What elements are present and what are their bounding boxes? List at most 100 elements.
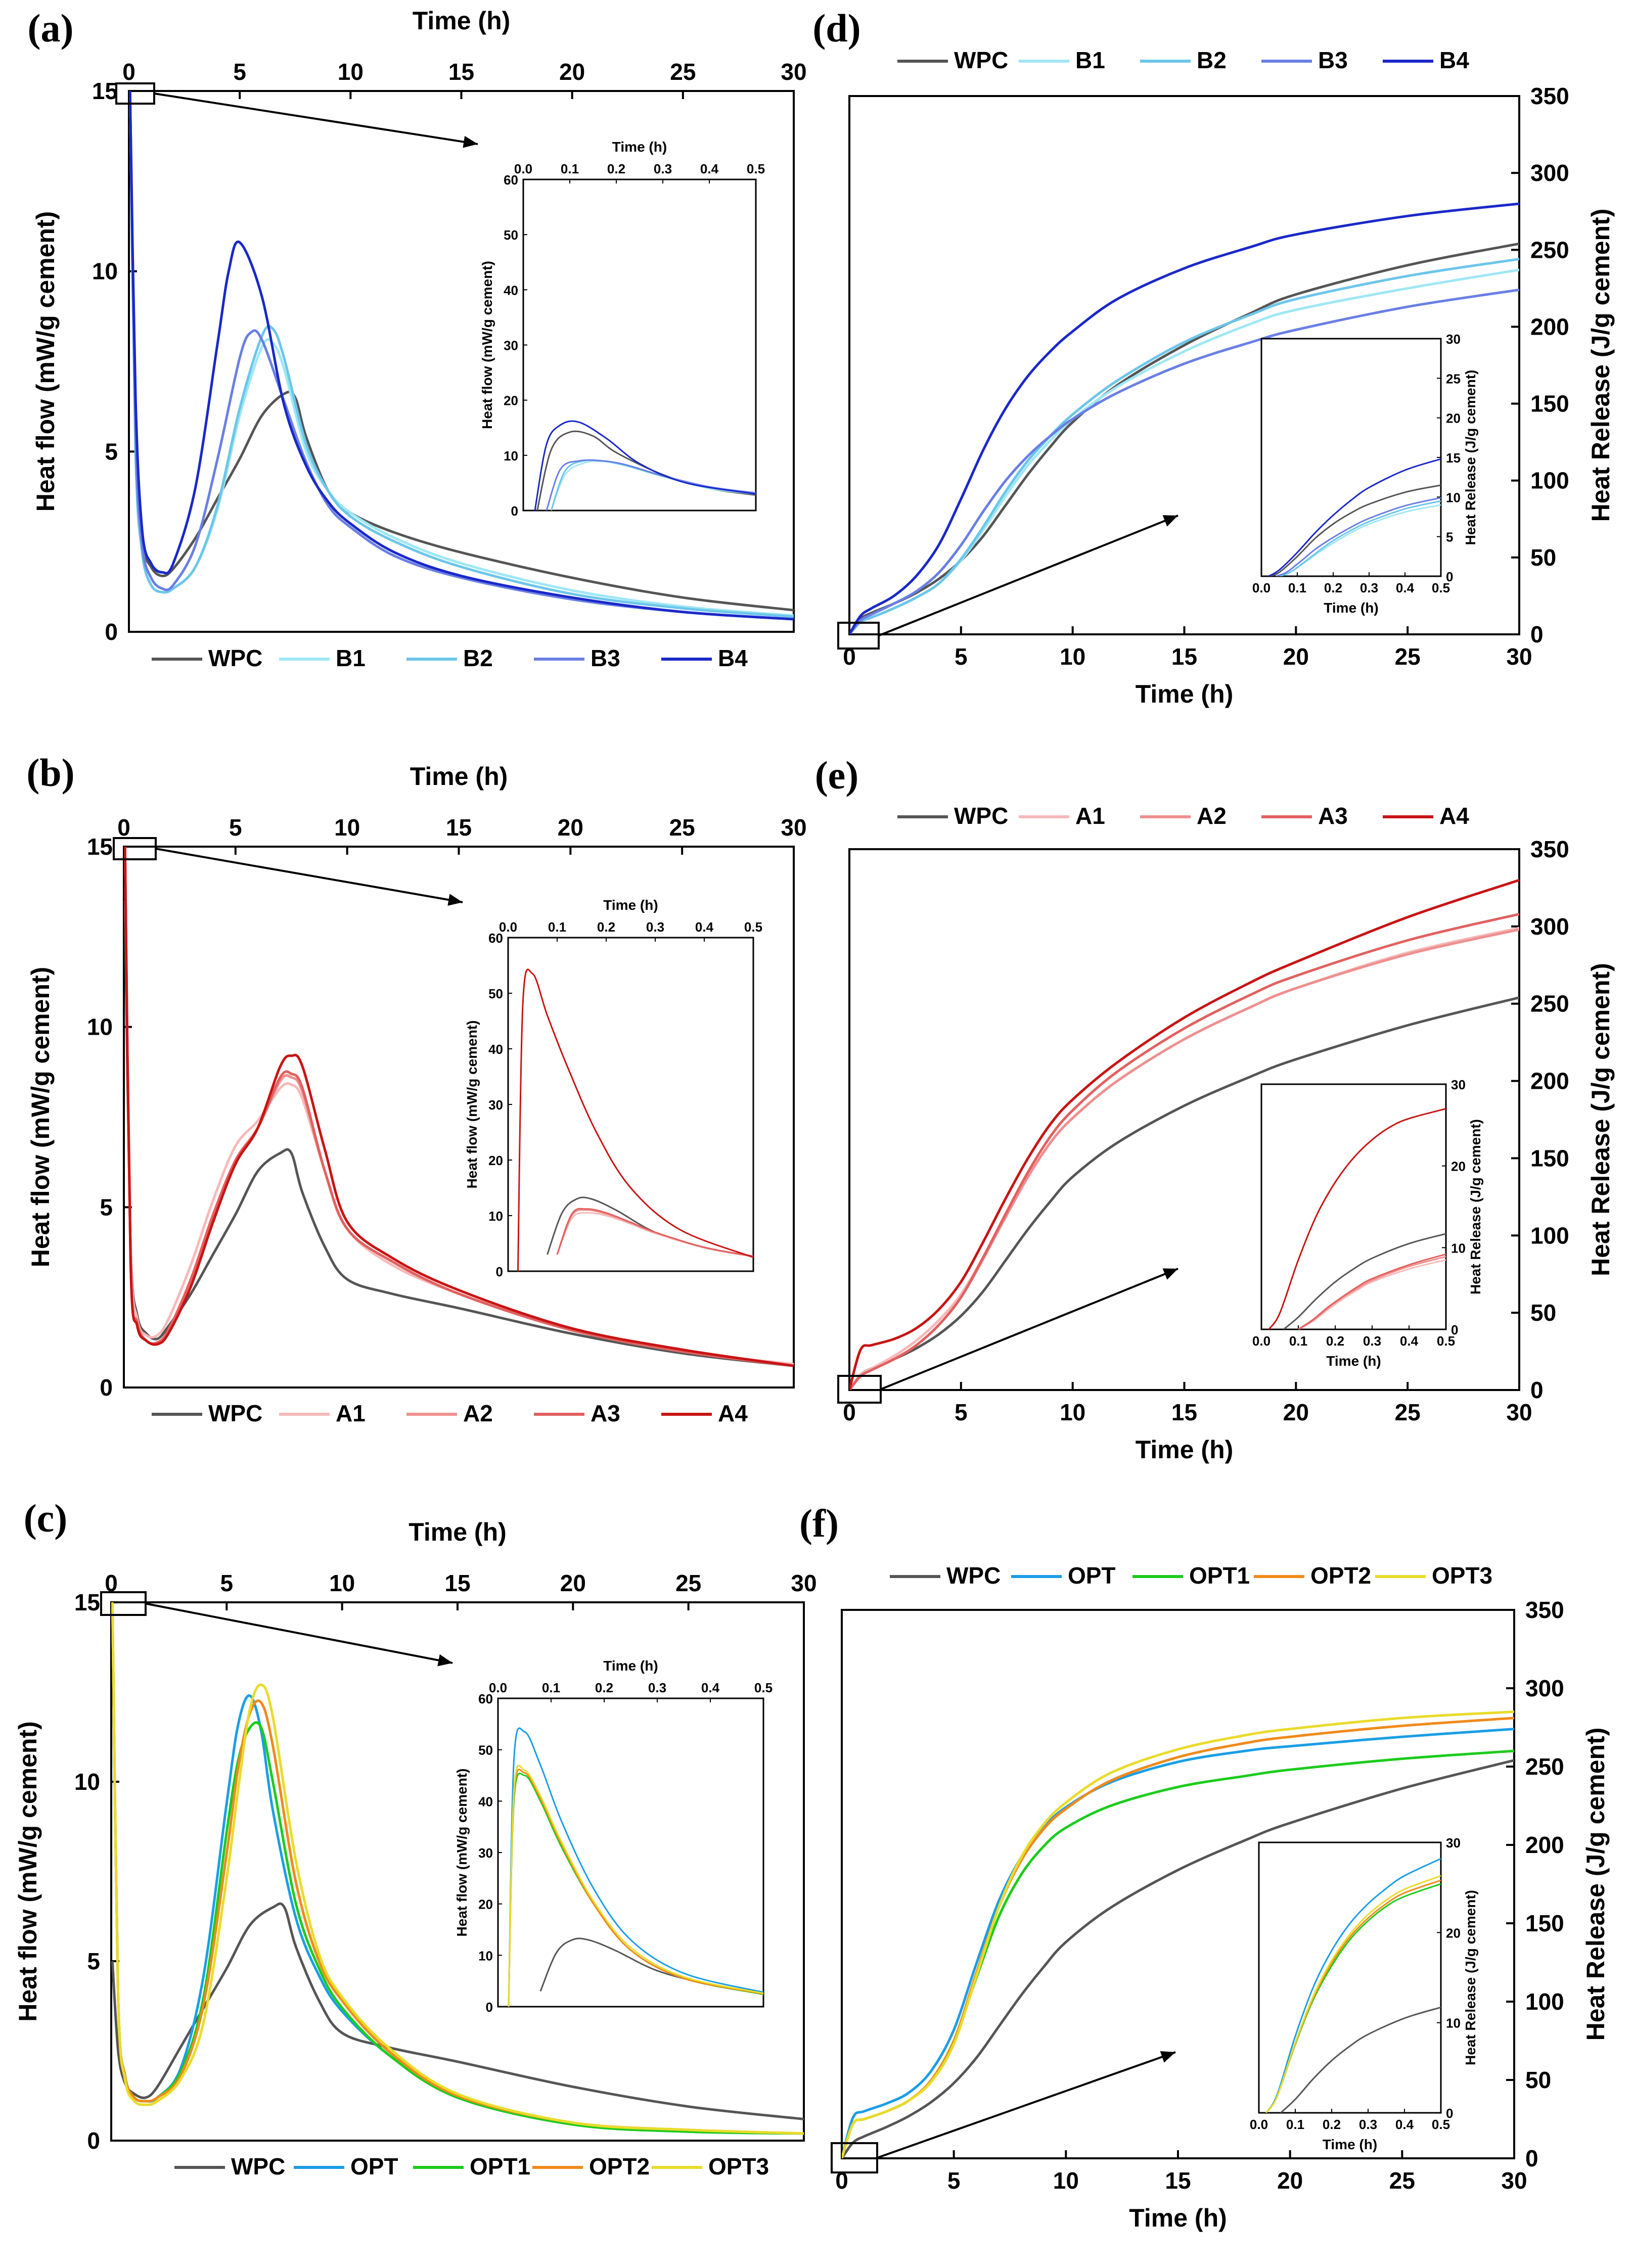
x-tick-label: 30: [781, 814, 806, 841]
inset-x-tick-label: 0.4: [700, 161, 719, 176]
y-tick-label: 100: [1530, 468, 1569, 494]
inset-series-line-a3: [1298, 1253, 1446, 1329]
x-tick-label: 30: [1506, 643, 1532, 670]
inset-x-tick-label: 0.3: [648, 1680, 666, 1695]
inset-x-tick-label: 0.1: [561, 161, 579, 176]
y-axis-title: Heat Release (J/g cement): [1586, 209, 1615, 522]
legend: WPC B1 B2 B3 B4: [897, 47, 1469, 73]
inset-series-group: [508, 1727, 763, 2007]
legend-label-wpc: WPC: [954, 803, 1008, 829]
series-line-a4: [124, 847, 794, 1367]
inset-series-line-a4: [1268, 1108, 1446, 1329]
inset-y-axis-title: Heat flow (mW/g cement): [464, 1021, 480, 1189]
y-tick-label: 10: [92, 258, 118, 285]
inset-series-line-opt: [1265, 1858, 1441, 2113]
inset-chart: 0.0 0.1 0.2 0.3 0.4 0.5 Time (h) 0 10 20 30 40 50 60 H…: [464, 897, 762, 1279]
inset-series-line-b4: [1268, 458, 1441, 576]
panel-label: (d): [812, 6, 860, 50]
panel-label: (a): [28, 6, 74, 50]
x-tick-label: 25: [1395, 643, 1421, 670]
x-tick-label: 0: [843, 643, 856, 670]
x-tick-label: 5: [955, 1399, 968, 1425]
panel-label: (b): [26, 751, 74, 795]
y-tick-label: 150: [1530, 1145, 1569, 1171]
chart-panel-c: (c) 0 5 10 15 20 25 30 Time (h) 0 5 10 15 Heat flow (…: [14, 1496, 817, 2180]
inset-y-tick-label: 0: [1451, 1322, 1458, 1337]
x-tick-label: 20: [560, 1570, 586, 1596]
series-group: [111, 1602, 804, 2135]
legend-label-a2: A2: [1197, 803, 1227, 829]
inset-x-axis-title: Time (h): [1323, 2137, 1377, 2152]
x-tick-label: 20: [1277, 2167, 1303, 2194]
inset-x-tick-label: 0.5: [1432, 2117, 1450, 2132]
y-tick-label: 0: [100, 1374, 113, 1401]
x-axis-title: Time (h): [1136, 680, 1234, 708]
inset-series-group: [1265, 1858, 1441, 2113]
inset-x-tick-label: 0.0: [1250, 2117, 1268, 2132]
x-tick-label: 15: [448, 59, 474, 85]
x-tick-label: 20: [558, 814, 583, 841]
inset-chart: 0.0 0.1 0.2 0.3 0.4 0.5 Time (h) 0 10 20 30 40 50 60 H…: [454, 1658, 773, 2015]
x-tick-label: 5: [947, 2167, 961, 2194]
y-tick-label: 250: [1525, 1753, 1564, 1780]
series-line-opt3: [842, 1710, 1514, 2158]
series-line-b3: [129, 91, 794, 621]
zoom-arrow-line: [154, 92, 478, 145]
inset-y-tick-label: 60: [478, 1691, 493, 1706]
inset-x-axis-title: Time (h): [612, 139, 667, 155]
x-tick-label: 15: [444, 1570, 470, 1596]
inset-y-tick-label: 30: [1446, 1835, 1461, 1850]
y-tick-label: 0: [1530, 1377, 1544, 1403]
x-tick-label: 15: [446, 814, 472, 841]
x-tick-label: 10: [1053, 2167, 1079, 2194]
x-axis-title: Time (h): [1129, 2204, 1227, 2232]
x-tick-label: 15: [1171, 643, 1197, 670]
y-tick-label: 200: [1525, 1832, 1564, 1858]
legend: WPC OPT OPT1 OPT2 OPT3: [174, 2153, 769, 2180]
inset-x-tick-label: 0.0: [1252, 580, 1271, 595]
inset-y-tick-label: 50: [478, 1743, 493, 1758]
inset-y-axis-title: Heat Release (J/g cement): [1468, 1119, 1483, 1294]
inset-y-tick-label: 30: [478, 1845, 493, 1861]
chart-panel-b: (b) 0 5 10 15 20 25 30 Time (h) 0 5 10 15 Heat flow (…: [26, 751, 807, 1426]
x-tick-label: 30: [1501, 2167, 1527, 2194]
x-tick-label: 10: [1060, 643, 1085, 670]
series-line-opt3: [111, 1602, 804, 2135]
legend-label-a3: A3: [1318, 803, 1348, 829]
inset-y-tick-label: 10: [1446, 2016, 1461, 2031]
inset-x-tick-label: 0.0: [489, 1680, 507, 1695]
inset-x-tick-label: 0.5: [754, 1680, 773, 1695]
inset-x-tick-label: 0.1: [1286, 2117, 1304, 2132]
legend-label-opt3: OPT3: [1432, 1562, 1492, 1589]
inset-y-tick-label: 20: [1446, 1925, 1461, 1940]
inset-y-tick-label: 0: [1446, 2106, 1453, 2121]
legend-label-opt1: OPT1: [470, 2153, 530, 2180]
legend-label-opt2: OPT2: [1310, 1562, 1371, 1589]
inset-y-axis-title: Heat flow (mW/g cement): [479, 261, 495, 429]
x-tick-label: 15: [1165, 2167, 1191, 2194]
legend-label-b3: B3: [591, 645, 620, 671]
y-tick-label: 50: [1530, 1300, 1556, 1326]
inset-y-tick-label: 30: [504, 338, 518, 353]
series-line-a3: [124, 847, 794, 1367]
inset-series-line-opt: [508, 1727, 763, 2007]
y-tick-label: 350: [1530, 836, 1569, 862]
y-tick-label: 150: [1530, 391, 1569, 417]
x-tick-label: 5: [229, 814, 242, 841]
inset-series-group: [1268, 458, 1441, 576]
inset-y-axis-title: Heat Release (J/g cement): [1463, 1890, 1478, 2065]
y-tick-label: 0: [1525, 2145, 1538, 2171]
y-tick-label: 15: [92, 78, 118, 104]
legend-label-b3: B3: [1318, 47, 1348, 73]
y-tick-label: 15: [87, 834, 113, 860]
y-tick-label: 200: [1530, 313, 1569, 340]
inset-series-line-a3: [556, 1208, 753, 1257]
inset-y-tick-label: 10: [1451, 1240, 1466, 1256]
inset-x-tick-label: 0.3: [646, 919, 664, 935]
inset-y-tick-label: 50: [504, 227, 518, 243]
zoom-arrow-head: [447, 894, 463, 906]
inset-series-group: [517, 968, 753, 1271]
legend: WPC A1 A2 A3 A4: [897, 803, 1469, 829]
inset-frame: [497, 1697, 764, 2008]
